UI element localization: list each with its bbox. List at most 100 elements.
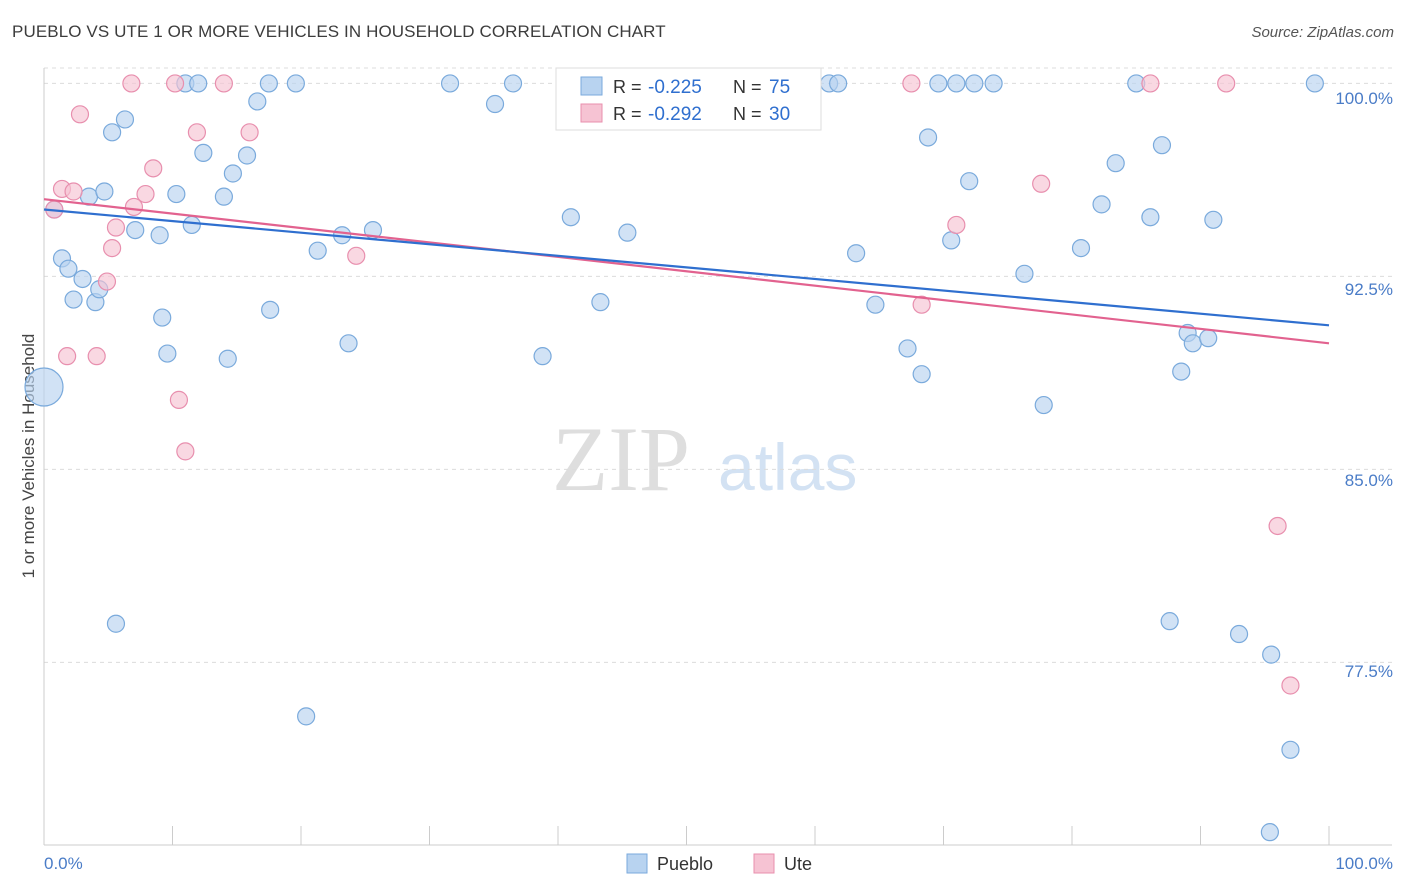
ute-point <box>240 123 259 142</box>
pueblo-point <box>918 128 938 147</box>
ute-trend-line <box>43 198 1330 345</box>
pueblo-point <box>866 295 885 314</box>
pueblo-point <box>286 74 305 93</box>
pueblo-point <box>1199 329 1218 348</box>
ute-point <box>70 105 90 124</box>
pueblo-point <box>898 339 917 358</box>
pueblo-point <box>847 244 866 263</box>
ute-point <box>1141 74 1160 93</box>
pueblo-point <box>984 74 1003 93</box>
pueblo-point <box>1204 210 1223 229</box>
pueblo-point <box>912 365 931 384</box>
legend-ute-swatch <box>753 853 775 874</box>
pueblo-point <box>261 300 280 319</box>
pueblo-point <box>158 344 177 363</box>
pueblo-point <box>1305 74 1324 93</box>
pueblo-n-value: 75 <box>769 77 790 98</box>
chart-title: PUEBLO VS UTE 1 OR MORE VEHICLES IN HOUS… <box>12 22 666 41</box>
ute-point <box>1268 516 1287 536</box>
ute-point <box>176 442 195 461</box>
pueblo-point <box>1034 395 1053 415</box>
pueblo-point <box>561 208 580 227</box>
pueblo-point <box>59 259 78 278</box>
y-tick-label: 85.0% <box>1345 471 1393 490</box>
pueblo-point <box>153 308 172 327</box>
stats-legend: R = -0.225 N = 75 R = -0.292 N = 30 <box>555 67 822 131</box>
pueblo-point <box>533 347 552 366</box>
pueblo-point <box>591 293 610 312</box>
pueblo-point <box>308 241 327 260</box>
pueblo-point <box>1152 136 1172 155</box>
pueblo-point <box>929 74 948 93</box>
pueblo-point <box>1281 740 1300 759</box>
ute-r-label: R = <box>613 104 647 124</box>
legend-ute-label: Ute <box>784 854 812 874</box>
pueblo-point <box>126 220 145 240</box>
pueblo-point <box>339 334 358 353</box>
y-tick-label: 100.0% <box>1335 89 1393 108</box>
pueblo-point <box>1106 154 1125 173</box>
y-tick-label: 92.5% <box>1345 280 1393 299</box>
ute-point <box>902 74 921 93</box>
ute-point <box>58 347 77 366</box>
ute-r-value: -0.292 <box>648 104 702 125</box>
pueblo-point <box>1071 238 1091 258</box>
pueblo-point <box>248 92 267 111</box>
pueblo-point <box>1141 208 1160 227</box>
y-tick-label: 77.5% <box>1345 662 1393 681</box>
watermark-atlas: atlas <box>718 430 857 504</box>
pueblo-point <box>618 223 637 242</box>
pueblo-point <box>218 349 237 368</box>
pueblo-point <box>1160 612 1179 631</box>
pueblo-point <box>440 74 460 93</box>
pueblo-point <box>960 172 979 191</box>
x-tick-label: 0.0% <box>44 854 83 873</box>
pueblo-point <box>503 74 523 93</box>
ute-point <box>124 197 144 217</box>
pueblo-point <box>942 231 961 250</box>
ute-point <box>106 218 126 237</box>
pueblo-point <box>1015 264 1034 283</box>
pueblo-point <box>259 74 278 93</box>
pueblo-point <box>829 74 848 93</box>
ute-point <box>947 215 966 235</box>
pueblo-legend-swatch <box>580 76 603 96</box>
ute-point <box>1281 676 1300 695</box>
watermark-zip: ZIP <box>552 408 690 510</box>
ute-point <box>187 123 207 142</box>
ute-n-label: N = <box>733 104 767 124</box>
pueblo-n-label: N = <box>733 77 767 97</box>
ute-point <box>912 295 931 314</box>
ute-point <box>144 159 163 178</box>
ute-n-value: 30 <box>769 104 790 125</box>
pueblo-point <box>1183 334 1202 353</box>
pueblo-point <box>223 164 242 183</box>
pueblo-point <box>965 74 984 93</box>
pueblo-point <box>237 146 257 165</box>
pueblo-point <box>115 110 135 129</box>
pueblo-point <box>106 614 126 633</box>
pueblo-point <box>189 74 208 93</box>
pueblo-point <box>24 367 64 407</box>
ute-point <box>165 74 185 93</box>
x-tick-label: 100.0% <box>1335 854 1393 873</box>
pueblo-point <box>1229 624 1249 644</box>
source-credit: Source: ZipAtlas.com <box>1251 24 1394 41</box>
ute-point <box>64 182 83 201</box>
pueblo-point <box>1092 195 1111 214</box>
ute-point <box>87 347 106 366</box>
legend-pueblo-label: Pueblo <box>657 854 713 874</box>
pueblo-point <box>167 184 186 204</box>
pueblo-r-label: R = <box>613 77 647 97</box>
pueblo-point <box>1262 645 1281 664</box>
ute-point <box>136 184 155 204</box>
pueblo-point <box>947 74 966 93</box>
pueblo-point <box>214 187 233 206</box>
x-axis-ticks <box>43 826 1330 845</box>
pueblo-point <box>73 269 92 289</box>
pueblo-trend-line <box>43 208 1330 327</box>
pueblo-point <box>64 290 83 309</box>
pueblo-point <box>95 182 114 201</box>
pueblo-point <box>1172 362 1191 381</box>
